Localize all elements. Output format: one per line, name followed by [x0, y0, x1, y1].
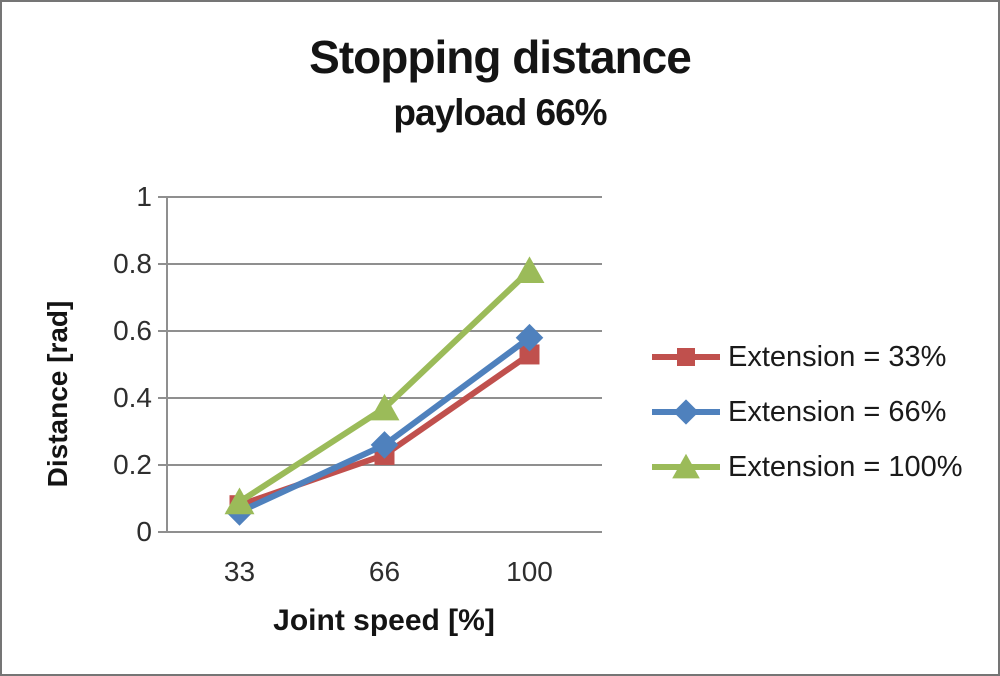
- series-line: [238, 351, 532, 509]
- y-tick-label: 0.6: [113, 315, 152, 346]
- y-tick-label: 0.2: [113, 449, 152, 480]
- triangle-marker: [369, 393, 400, 421]
- x-axis-title: Joint speed [%]: [273, 604, 495, 637]
- legend-item: Extension = 100%: [650, 450, 963, 484]
- square-marker: [519, 344, 540, 365]
- legend-label: Extension = 100%: [728, 450, 963, 483]
- x-tick-label: 100: [506, 556, 553, 587]
- legend-label: Extension = 33%: [728, 340, 947, 373]
- y-tick-label: 1: [136, 181, 152, 212]
- legend-marker-sample: [652, 453, 720, 479]
- x-tick-label: 66: [368, 556, 401, 587]
- diamond-icon: [673, 399, 699, 425]
- legend-label: Extension = 66%: [728, 395, 947, 428]
- triangle-icon: [672, 453, 700, 479]
- square-icon: [677, 348, 695, 366]
- diamond-marker: [515, 323, 544, 352]
- series-line: [238, 335, 532, 515]
- chart-subtitle: payload 66%: [393, 92, 607, 133]
- x-tick-label: 33: [223, 556, 256, 587]
- triangle-marker: [224, 487, 255, 515]
- legend-item: Extension = 66%: [650, 395, 963, 429]
- legend-marker-sample: [652, 399, 720, 425]
- y-tick-label: 0.4: [113, 382, 152, 413]
- chart-title: Stopping distance: [309, 31, 692, 83]
- legend: Extension = 33% Extension = 66% Extension …: [650, 340, 963, 484]
- y-tick-label: 0: [136, 516, 152, 547]
- diamond-marker: [370, 431, 399, 459]
- legend-marker-sample: [652, 348, 720, 366]
- y-tick-label: 0.8: [113, 248, 152, 279]
- legend-item: Extension = 33%: [650, 340, 963, 374]
- triangle-marker: [514, 256, 545, 284]
